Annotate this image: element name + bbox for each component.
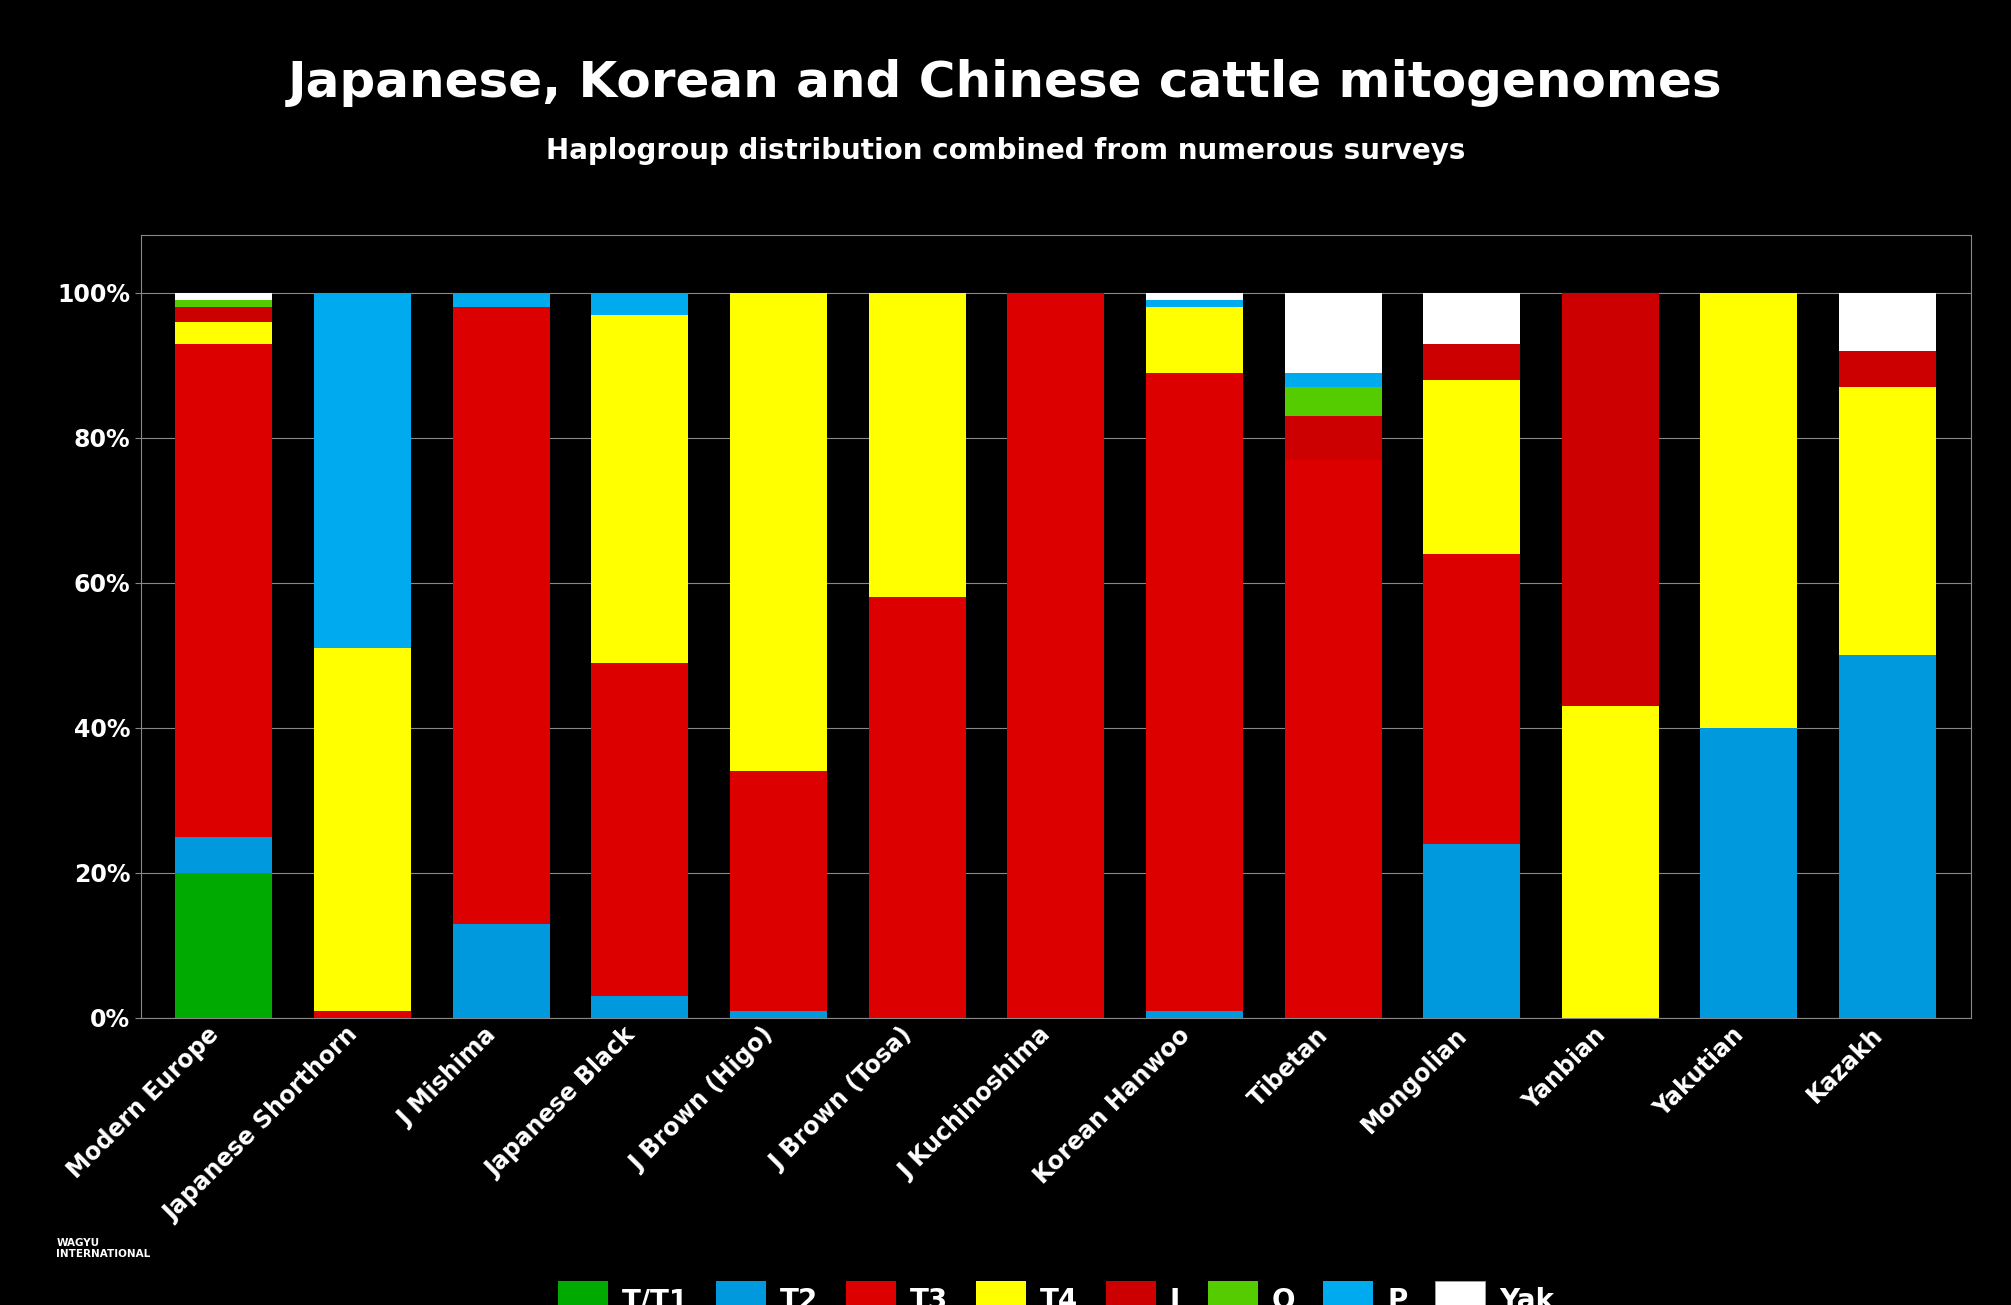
Bar bbox=[175, 300, 271, 308]
Bar bbox=[1424, 380, 1520, 553]
Legend: T/T1, T2, T3, T4, I, Q, P, Yak: T/T1, T2, T3, T4, I, Q, P, Yak bbox=[543, 1267, 1569, 1305]
Bar bbox=[730, 292, 827, 771]
Text: Japanese, Korean and Chinese cattle mitogenomes: Japanese, Korean and Chinese cattle mito… bbox=[288, 59, 1723, 107]
Bar bbox=[452, 308, 549, 924]
Bar bbox=[591, 315, 688, 663]
Bar bbox=[1146, 300, 1243, 308]
Bar bbox=[175, 322, 271, 343]
Bar bbox=[1701, 728, 1798, 1018]
Bar bbox=[1008, 292, 1104, 1018]
Bar bbox=[1701, 292, 1798, 728]
Bar bbox=[1840, 351, 1937, 388]
Bar bbox=[314, 649, 410, 1010]
Bar bbox=[1146, 1010, 1243, 1018]
Bar bbox=[1285, 292, 1382, 373]
Bar bbox=[175, 292, 271, 300]
Bar bbox=[175, 873, 271, 1018]
Bar bbox=[1146, 373, 1243, 1010]
Bar bbox=[591, 663, 688, 996]
Bar bbox=[730, 771, 827, 1010]
Bar bbox=[314, 292, 410, 649]
Bar bbox=[1285, 388, 1382, 416]
Bar bbox=[452, 292, 549, 308]
Bar bbox=[1285, 416, 1382, 459]
Bar bbox=[730, 1010, 827, 1018]
Bar bbox=[1840, 292, 1937, 351]
Text: WAGYU
INTERNATIONAL: WAGYU INTERNATIONAL bbox=[56, 1237, 151, 1259]
Bar bbox=[1424, 553, 1520, 844]
Bar bbox=[1285, 459, 1382, 1018]
Bar bbox=[1424, 343, 1520, 380]
Bar bbox=[1146, 292, 1243, 300]
Bar bbox=[591, 292, 688, 315]
Bar bbox=[1424, 292, 1520, 343]
Bar bbox=[175, 343, 271, 837]
Bar bbox=[1563, 292, 1659, 706]
Bar bbox=[869, 292, 965, 598]
Bar bbox=[175, 308, 271, 322]
Bar bbox=[1285, 373, 1382, 388]
Bar bbox=[452, 924, 549, 1018]
Bar bbox=[1146, 308, 1243, 373]
Bar bbox=[1424, 844, 1520, 1018]
Bar bbox=[314, 1010, 410, 1018]
Text: Haplogroup distribution combined from numerous surveys: Haplogroup distribution combined from nu… bbox=[545, 137, 1466, 164]
Bar bbox=[1840, 655, 1937, 1018]
Bar bbox=[175, 837, 271, 873]
Bar bbox=[869, 598, 965, 1018]
Bar bbox=[1563, 706, 1659, 1018]
Bar bbox=[591, 996, 688, 1018]
Bar bbox=[1840, 388, 1937, 655]
